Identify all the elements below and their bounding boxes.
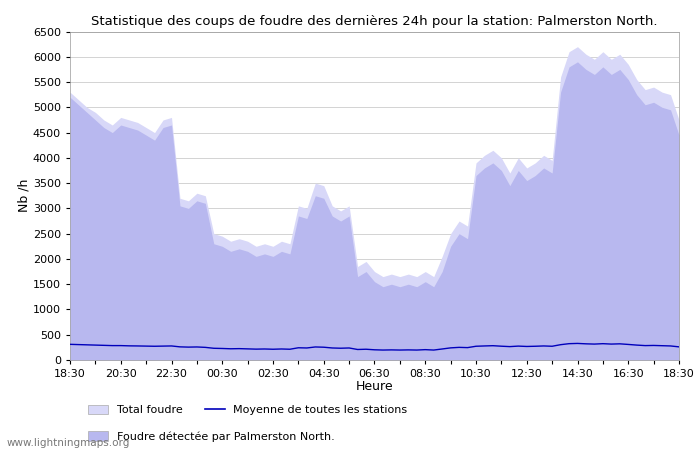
Y-axis label: Nb /h: Nb /h (17, 179, 30, 212)
Text: www.lightningmaps.org: www.lightningmaps.org (7, 438, 130, 448)
Title: Statistique des coups de foudre des dernières 24h pour la station: Palmerston No: Statistique des coups de foudre des dern… (91, 14, 658, 27)
X-axis label: Heure: Heure (356, 380, 393, 393)
Legend: Foudre détectée par Palmerston North.: Foudre détectée par Palmerston North. (88, 431, 335, 442)
